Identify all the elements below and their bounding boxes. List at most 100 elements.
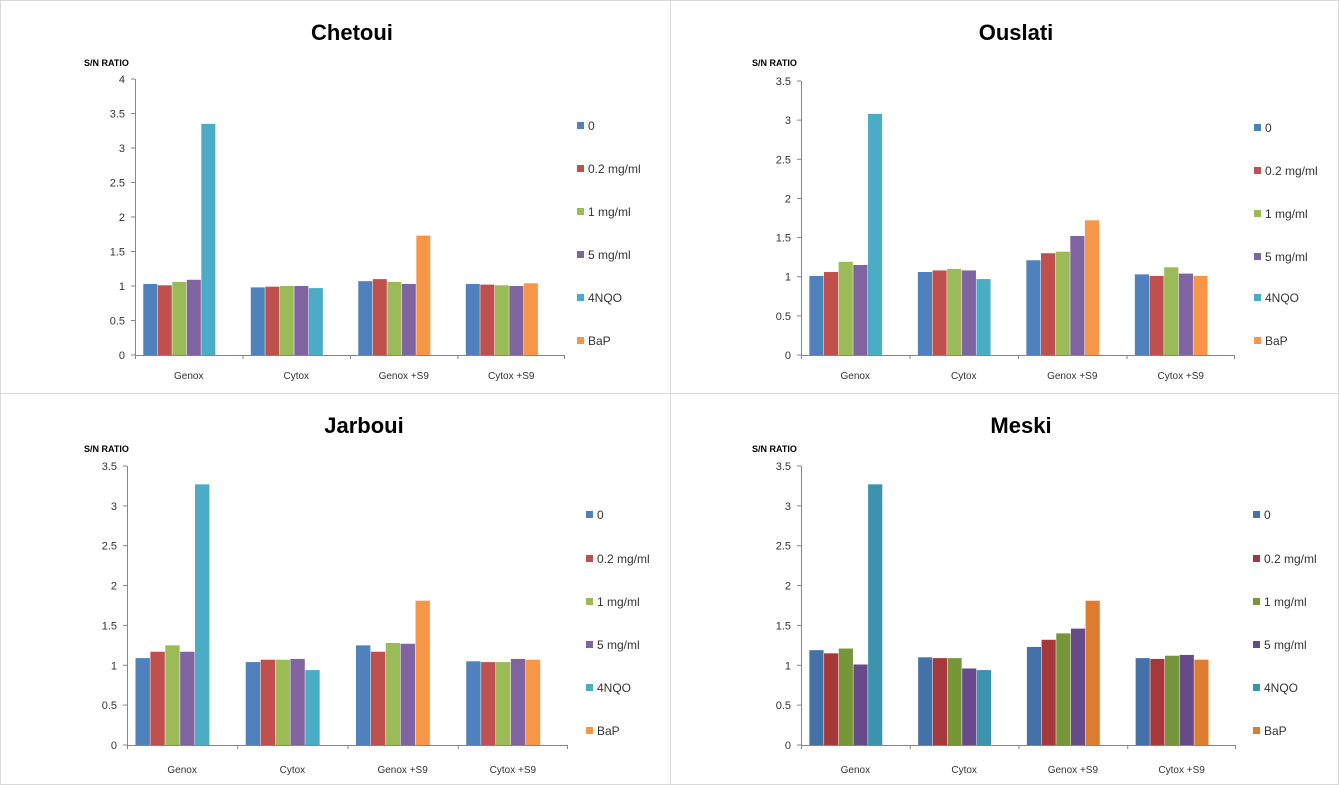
x-tick-label: Genox xyxy=(167,765,196,776)
y-tick-label: 3.5 xyxy=(110,109,125,121)
bar xyxy=(401,283,416,355)
y-tick-label: 1.5 xyxy=(776,620,791,632)
bar xyxy=(853,264,868,355)
bar xyxy=(1026,646,1042,745)
bar xyxy=(165,645,180,745)
bar xyxy=(962,668,977,745)
legend-swatch xyxy=(1253,641,1260,648)
bar xyxy=(947,268,962,355)
bar xyxy=(250,287,265,355)
chart-panel-jarboui: Jarboui S/N RATIO 0 0.5 1 1.5 2 2.5 3 3.5 Genox Cyt… xyxy=(0,393,670,785)
x-tick-label: Cytox xyxy=(951,371,977,382)
chart-svg: Meski S/N RATIO 0 0.5 1 1.5 2 2.5 3 3.5 Genox Cytox… xyxy=(670,393,1339,785)
legend-label: 0.2 mg/ml xyxy=(1265,164,1318,178)
bar xyxy=(1193,275,1208,355)
y-tick-label: 1 xyxy=(119,281,125,293)
y-tick-label: 0.5 xyxy=(776,700,791,712)
legend-swatch xyxy=(586,684,593,691)
bar xyxy=(415,600,430,745)
bar xyxy=(1026,260,1041,355)
bar xyxy=(1179,654,1194,745)
legend-label: 4NQO xyxy=(597,681,631,695)
legend-label: 0 xyxy=(1264,508,1271,522)
bar xyxy=(917,272,933,355)
bar xyxy=(809,650,824,745)
legend-label: 5 mg/ml xyxy=(1264,638,1307,652)
legend-label: 0.2 mg/ml xyxy=(1264,552,1317,566)
y-tick-label: 0 xyxy=(111,740,117,752)
bar xyxy=(372,279,387,355)
legend-swatch xyxy=(577,337,584,344)
bar xyxy=(1164,655,1180,745)
x-tick-label: Genox +S9 xyxy=(379,371,430,382)
bar xyxy=(466,661,481,745)
chart-svg: Chetoui S/N RATIO 0 0.5 1 1.5 2 2.5 3 3.5 4 Genox Cy… xyxy=(0,0,670,393)
bar xyxy=(481,662,496,745)
y-tick-label: 0 xyxy=(119,350,125,362)
chart-panel-ouslati: Ouslati S/N RATIO 0 0.5 1 1.5 2 2.5 3 3.5 Genox Cyt… xyxy=(670,0,1339,393)
bar xyxy=(201,123,216,355)
bar xyxy=(355,645,371,745)
y-tick-label: 3 xyxy=(111,501,117,513)
y-tick-label: 2.5 xyxy=(110,178,125,190)
y-tick-label: 3 xyxy=(785,115,791,127)
bar xyxy=(245,662,261,745)
bar xyxy=(1041,639,1056,745)
y-tick-label: 3.5 xyxy=(776,76,791,88)
bar xyxy=(294,286,309,355)
legend-swatch xyxy=(1254,253,1261,260)
bar xyxy=(838,261,853,355)
bar xyxy=(275,659,290,745)
bar xyxy=(279,286,294,355)
legend-swatch xyxy=(586,555,593,562)
legend-swatch xyxy=(586,641,593,648)
x-tick-label: Genox +S9 xyxy=(1047,371,1098,382)
bar xyxy=(510,658,526,745)
legend-label: BaP xyxy=(1265,334,1288,348)
y-tick-label: 3 xyxy=(119,143,125,155)
legend-label: 4NQO xyxy=(1265,291,1299,305)
bar xyxy=(387,281,402,355)
legend-label: BaP xyxy=(588,334,611,348)
bar xyxy=(150,651,165,745)
bar xyxy=(853,664,868,745)
bar xyxy=(1150,658,1165,745)
legend-label: 4NQO xyxy=(588,291,622,305)
bar xyxy=(1194,659,1209,745)
bar xyxy=(932,658,947,745)
bar xyxy=(1041,253,1056,355)
legend-swatch xyxy=(1253,727,1260,734)
legend-swatch xyxy=(1254,294,1261,301)
y-axis-label: S/N RATIO xyxy=(752,444,797,454)
bar xyxy=(416,235,431,355)
bar xyxy=(918,657,933,745)
bar xyxy=(496,662,511,745)
legend-swatch xyxy=(577,122,584,129)
x-tick-label: Cytox xyxy=(280,765,306,776)
legend-label: 5 mg/ml xyxy=(1265,250,1308,264)
y-tick-label: 1 xyxy=(111,660,117,672)
x-tick-label: Cytox +S9 xyxy=(1158,371,1205,382)
legend-swatch xyxy=(1253,555,1260,562)
y-tick-label: 3 xyxy=(785,501,791,513)
bar xyxy=(809,275,824,355)
y-tick-label: 2 xyxy=(119,212,125,224)
x-tick-label: Genox xyxy=(841,765,870,776)
y-tick-label: 2 xyxy=(785,193,791,205)
y-tick-label: 1.5 xyxy=(110,247,125,259)
bar xyxy=(180,651,195,745)
bar xyxy=(976,670,992,745)
y-tick-label: 3.5 xyxy=(102,461,117,473)
y-tick-label: 1.5 xyxy=(776,233,791,245)
y-tick-label: 0.5 xyxy=(102,700,117,712)
y-tick-label: 0.5 xyxy=(110,316,125,328)
y-tick-label: 1.5 xyxy=(102,620,117,632)
chart-svg: Ouslati S/N RATIO 0 0.5 1 1.5 2 2.5 3 3.5 Genox Cyt… xyxy=(670,0,1339,393)
y-tick-label: 2.5 xyxy=(102,541,117,553)
bar xyxy=(400,643,416,745)
bar xyxy=(1134,274,1150,355)
bar xyxy=(1070,628,1086,745)
x-tick-label: Cytox +S9 xyxy=(488,371,535,382)
legend-swatch xyxy=(586,727,593,734)
